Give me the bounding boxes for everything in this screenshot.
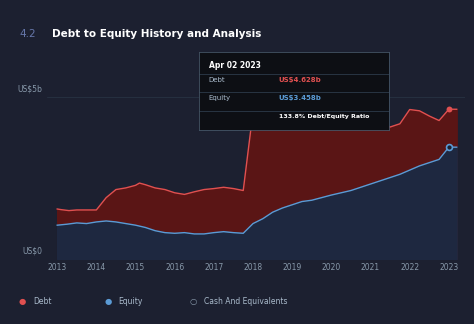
Point — [445, 107, 453, 112]
Text: 4.2: 4.2 — [19, 29, 36, 39]
Text: Debt: Debt — [33, 297, 52, 306]
Point — [445, 145, 453, 150]
Text: US$4.628b: US$4.628b — [279, 77, 321, 83]
Text: US$0: US$0 — [23, 247, 43, 256]
Text: Cash And Equivalents: Cash And Equivalents — [204, 297, 287, 306]
Text: ●: ● — [104, 297, 111, 306]
Text: Debt: Debt — [209, 77, 225, 83]
Text: Equity: Equity — [209, 95, 231, 101]
Text: 133.8% Debt/Equity Ratio: 133.8% Debt/Equity Ratio — [279, 114, 369, 119]
Text: Debt to Equity History and Analysis: Debt to Equity History and Analysis — [52, 29, 262, 39]
Text: Apr 02 2023: Apr 02 2023 — [209, 61, 260, 70]
Text: ○: ○ — [190, 297, 197, 306]
Text: US$5b: US$5b — [18, 85, 43, 94]
Text: US$3.458b: US$3.458b — [279, 95, 321, 101]
Text: Equity: Equity — [118, 297, 143, 306]
Text: ●: ● — [19, 297, 26, 306]
